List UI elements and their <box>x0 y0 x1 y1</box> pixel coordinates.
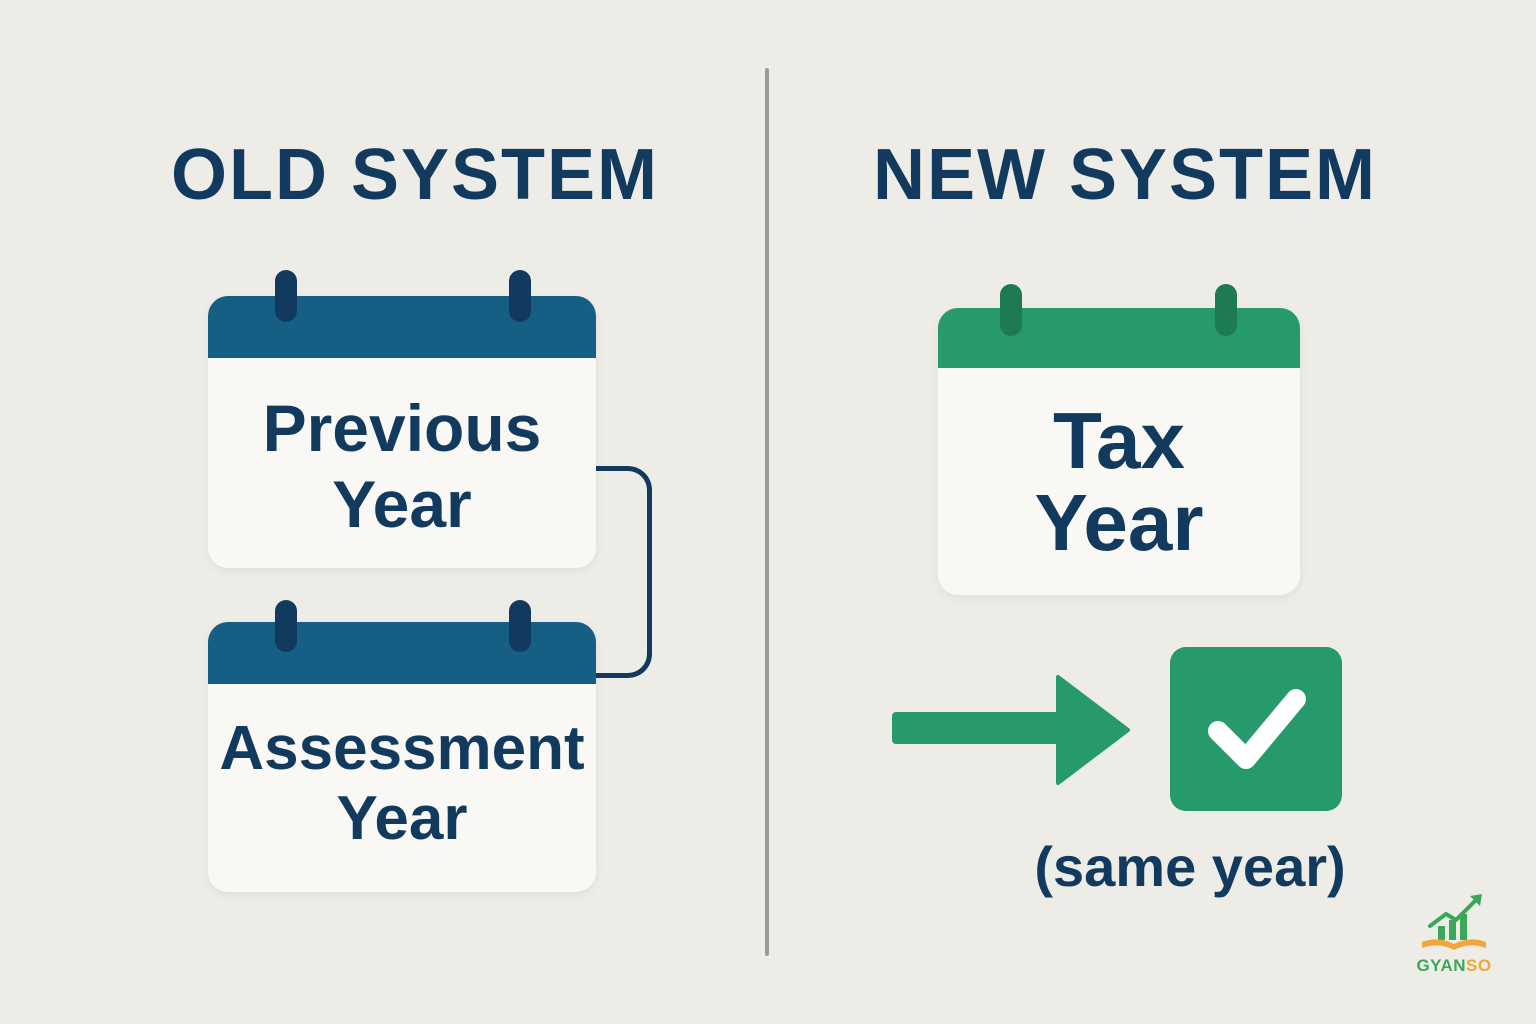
tax-year-calendar: Tax Year <box>938 284 1300 595</box>
previous-year-label: Previous Year <box>208 390 596 542</box>
center-divider <box>765 68 769 956</box>
assessment-year-label: Assessment Year <box>208 714 596 854</box>
previous-year-calendar: Previous Year <box>208 270 596 568</box>
previous-year-line2: Year <box>332 467 472 541</box>
tax-year-line2: Year <box>1034 478 1204 567</box>
check-box <box>1170 647 1342 811</box>
assessment-year-line1: Assessment <box>219 714 585 783</box>
calendar-ring <box>509 600 531 652</box>
brand-logo: GYANSO <box>1408 890 1500 982</box>
calendar-ring <box>275 600 297 652</box>
calendar-ring <box>275 270 297 322</box>
tax-year-label: Tax Year <box>938 400 1300 564</box>
old-system-heading: OLD SYSTEM <box>170 135 660 215</box>
new-system-heading: NEW SYSTEM <box>872 135 1378 215</box>
right-arrow-icon <box>892 675 1130 785</box>
calendar-ring <box>1000 284 1022 336</box>
brand-name-part2: SO <box>1466 956 1492 975</box>
calendar-ring <box>509 270 531 322</box>
growth-chart-book-icon <box>1422 894 1486 950</box>
calendar-header-band <box>208 296 596 358</box>
checkmark-icon <box>1208 689 1306 769</box>
previous-year-line1: Previous <box>262 391 542 465</box>
brand-name: GYANSO <box>1408 956 1500 976</box>
tax-year-line1: Tax <box>1053 396 1185 485</box>
calendar-header-band <box>938 308 1300 368</box>
year-connector-bracket <box>596 466 652 678</box>
assessment-year-calendar: Assessment Year <box>208 600 596 892</box>
calendar-ring <box>1215 284 1237 336</box>
calendar-header-band <box>208 622 596 684</box>
assessment-year-line2: Year <box>336 784 468 853</box>
brand-name-part1: GYAN <box>1416 956 1466 975</box>
same-year-label: (same year) <box>1034 835 1346 898</box>
